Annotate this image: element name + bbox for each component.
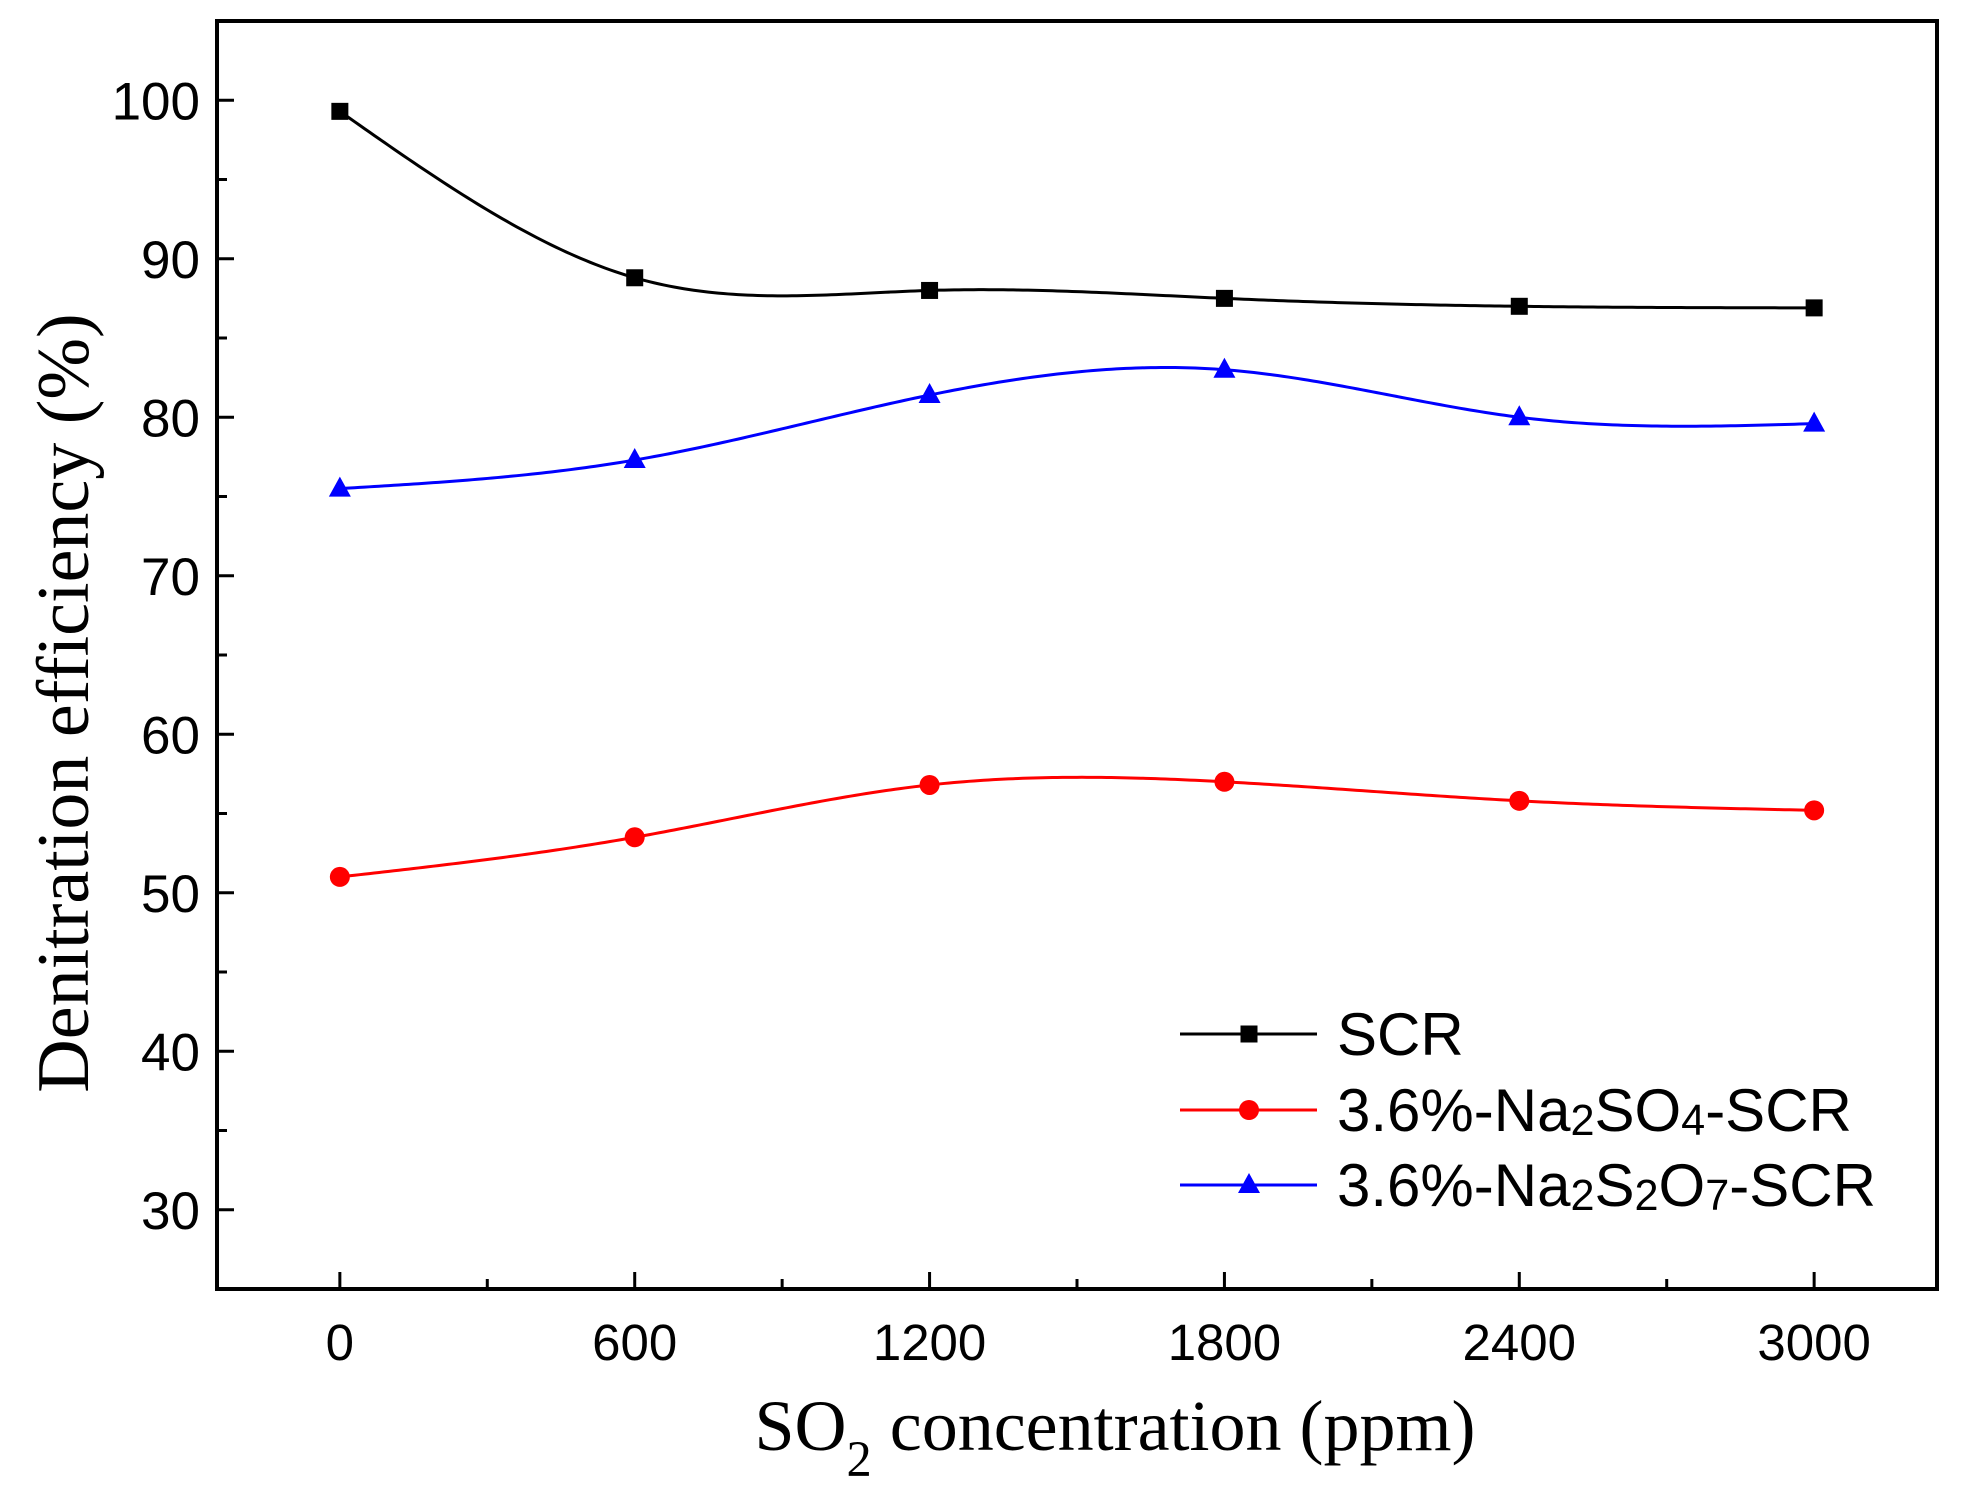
subscript: 2 [1570, 1097, 1594, 1145]
series-0-point-3 [1215, 289, 1233, 307]
subscript: 2 [847, 1431, 872, 1487]
series-0-point-1 [626, 269, 644, 287]
series-2-point-3 [1213, 357, 1236, 378]
series-0-point-5 [1805, 299, 1823, 317]
series-2-point-5 [1803, 411, 1826, 432]
legend-item: SCR [1180, 1001, 1464, 1068]
series-2-point-0 [328, 476, 351, 497]
y-tick-label: 50 [141, 865, 200, 924]
legend-item: 3.6%-Na2SO4-SCR [1180, 1077, 1852, 1145]
y-axis-title: Denitration efficiency (%) [23, 313, 105, 1092]
series-layer [338, 110, 1815, 879]
series-1-point-3 [1214, 771, 1235, 792]
subscript: 2 [1635, 1172, 1659, 1220]
x-tick-label: 2400 [1463, 1314, 1576, 1371]
series-2-point-2 [918, 383, 941, 404]
text-run: -SCR [1705, 1077, 1852, 1144]
series-1-line [339, 775, 1815, 879]
text-run: -SCR [1729, 1152, 1876, 1219]
y-tick-label: 60 [141, 706, 200, 765]
y-tick-label: 100 [112, 72, 200, 131]
x-tick-label: 3000 [1757, 1314, 1870, 1371]
subscript: 4 [1681, 1097, 1705, 1145]
legend-marker [1238, 1173, 1260, 1193]
text-run: SO [754, 1386, 846, 1466]
legend-label: 3.6%-Na2S2O7-SCR [1337, 1152, 1876, 1220]
y-tick-label: 30 [141, 1182, 200, 1241]
subscript: 7 [1705, 1172, 1729, 1220]
text-run: SO [1594, 1077, 1681, 1144]
legend-label: SCR [1337, 1001, 1464, 1068]
series-1-point-5 [1804, 800, 1825, 821]
series-2-point-1 [623, 448, 646, 469]
x-tick-label: 1200 [873, 1314, 986, 1371]
legend-label: 3.6%-Na2SO4-SCR [1337, 1077, 1852, 1145]
marker-layer [328, 102, 1826, 887]
y-axis: 30 40 50 60 70 80 90 100 [112, 72, 234, 1241]
text-run: O [1659, 1152, 1706, 1219]
y-tick-label: 40 [141, 1023, 200, 1082]
y-tick-label: 70 [141, 548, 200, 607]
y-tick-label: 90 [141, 231, 200, 290]
legend-marker [1239, 1100, 1259, 1120]
series-0-point-4 [1510, 297, 1528, 315]
series-1-point-2 [919, 774, 940, 795]
x-tick-label: 0 [326, 1314, 354, 1371]
text-run: 3.6%-Na [1337, 1152, 1571, 1219]
text-run: 3.6%-Na [1337, 1077, 1571, 1144]
legend-item: 3.6%-Na2S2O7-SCR [1180, 1152, 1876, 1220]
series-2-point-4 [1508, 405, 1531, 426]
y-tick-label: 80 [141, 389, 200, 448]
series-1-point-1 [624, 827, 645, 848]
text-run: S [1594, 1152, 1634, 1219]
series-1-point-0 [329, 866, 350, 887]
x-axis-title: SO2 concentration (ppm) [754, 1386, 1475, 1487]
x-tick-label: 1800 [1168, 1314, 1281, 1371]
x-tick-label: 600 [592, 1314, 677, 1371]
text-run: concentration (ppm) [872, 1386, 1476, 1466]
series-2-line [339, 365, 1815, 491]
series-0-line [338, 110, 1815, 310]
series-0-point-0 [331, 102, 349, 120]
x-axis: 0 600 1200 1800 2400 3000 [326, 1272, 1871, 1371]
subscript: 2 [1570, 1172, 1594, 1220]
text-run: SCR [1337, 1001, 1464, 1068]
series-1-point-4 [1509, 790, 1530, 811]
legend-marker [1240, 1025, 1258, 1043]
series-0-point-2 [921, 281, 939, 299]
